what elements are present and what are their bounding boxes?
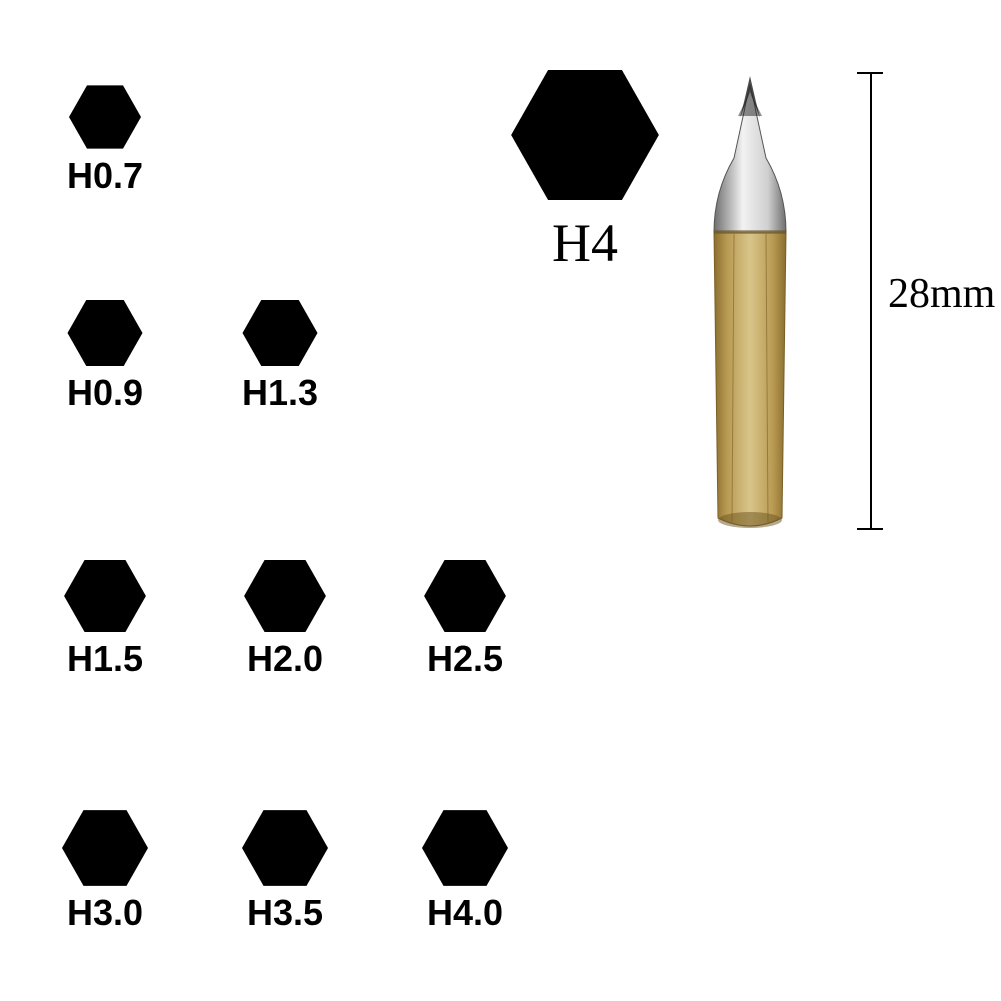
- hexagon-icon: [242, 300, 318, 366]
- hex-label: H4.0: [390, 892, 540, 934]
- dimension-line: [870, 72, 872, 530]
- hex-label: H0.9: [30, 372, 180, 414]
- hexagon-icon: [424, 560, 506, 632]
- hex-big-label: H4: [500, 212, 670, 274]
- hexagon-icon: [69, 85, 141, 149]
- hex-cell: H0.9: [30, 300, 180, 414]
- screwdriver-bit-illustration: [690, 72, 810, 530]
- hexagon-icon: [62, 810, 148, 886]
- stage: { "canvas": { "width": 1001, "height": 1…: [0, 0, 1001, 1001]
- hex-cell: H4.0: [390, 810, 540, 934]
- hexagon-icon: [242, 810, 328, 886]
- hex-label: H1.3: [205, 372, 355, 414]
- dimension-label: 28mm: [888, 270, 995, 318]
- hex-cell: H2.5: [390, 560, 540, 680]
- hex-cell: H3.5: [210, 810, 360, 934]
- hex-label: H1.5: [30, 638, 180, 680]
- hex-label: H2.0: [210, 638, 360, 680]
- hexagon-icon: [422, 810, 508, 886]
- hex-cell: H1.3: [205, 300, 355, 414]
- hexagon-icon: [67, 300, 143, 366]
- hex-cell: H3.0: [30, 810, 180, 934]
- hex-big: H4: [500, 70, 670, 274]
- hex-cell: H2.0: [210, 560, 360, 680]
- hex-cell: H1.5: [30, 560, 180, 680]
- hex-label: H0.7: [30, 155, 180, 197]
- dimension-cap-top: [857, 72, 883, 74]
- hex-label: H2.5: [390, 638, 540, 680]
- hexagon-icon: [64, 560, 146, 632]
- hex-cell: H0.7: [30, 85, 180, 197]
- dimension-cap-bottom: [857, 528, 883, 530]
- hexagon-icon: [244, 560, 326, 632]
- hex-label: H3.5: [210, 892, 360, 934]
- hexagon-icon: [510, 70, 660, 200]
- hex-label: H3.0: [30, 892, 180, 934]
